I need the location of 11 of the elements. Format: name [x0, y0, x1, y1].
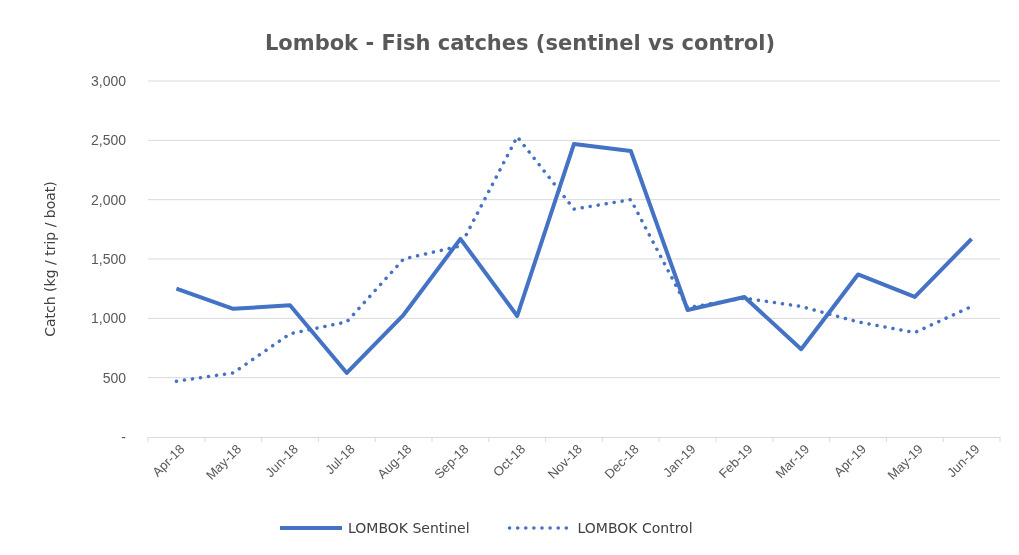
y-tick-label: -: [121, 428, 127, 445]
y-tick-label: 1,500: [90, 250, 127, 267]
y-tick-label: 2,500: [90, 132, 127, 149]
y-tick-label: 1,000: [90, 310, 127, 327]
y-tick-label: 500: [102, 369, 127, 386]
y-tick-label: 3,000: [90, 72, 127, 89]
y-axis-title: Catch (kg / trip / boat): [42, 181, 58, 337]
y-tick-label: 2,000: [90, 191, 127, 208]
legend-label: LOMBOK Control: [577, 520, 693, 536]
chart-title: Lombok - Fish catches (sentinel vs control): [264, 31, 776, 55]
legend-label: LOMBOK Sentinel: [348, 520, 470, 536]
